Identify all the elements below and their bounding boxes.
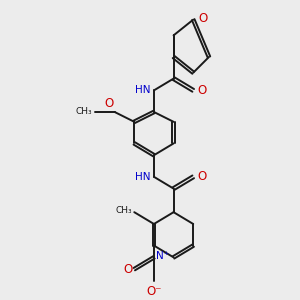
- Text: CH₃: CH₃: [116, 206, 132, 215]
- Text: N⁺: N⁺: [156, 251, 169, 261]
- Text: HN: HN: [134, 85, 150, 95]
- Text: O: O: [197, 84, 206, 97]
- Text: O: O: [104, 97, 114, 110]
- Text: O: O: [198, 12, 207, 25]
- Text: O⁻: O⁻: [146, 285, 162, 298]
- Text: CH₃: CH₃: [75, 107, 92, 116]
- Text: O: O: [197, 170, 206, 183]
- Text: HN: HN: [134, 172, 150, 182]
- Text: O: O: [123, 263, 132, 276]
